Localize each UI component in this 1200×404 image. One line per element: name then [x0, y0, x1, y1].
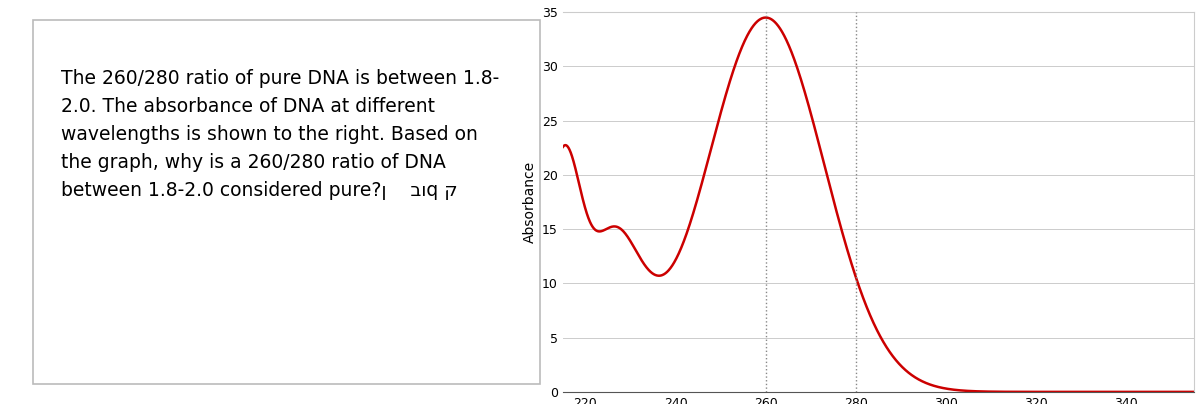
Y-axis label: Absorbance: Absorbance — [522, 161, 536, 243]
Text: The 260/280 ratio of pure DNA is between 1.8-
2.0. The absorbance of DNA at diff: The 260/280 ratio of pure DNA is between… — [60, 69, 499, 200]
